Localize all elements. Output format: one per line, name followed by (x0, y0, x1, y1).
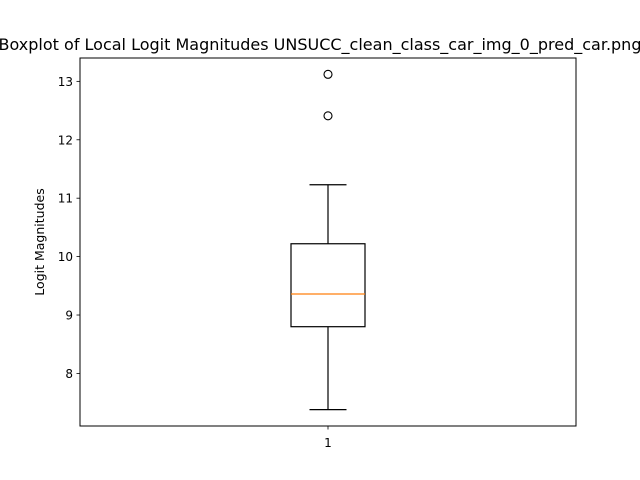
y-tick-label: 13 (58, 75, 73, 89)
y-tick-label: 8 (65, 367, 73, 381)
y-tick-label: 10 (58, 250, 73, 264)
y-tick-label: 9 (65, 309, 73, 323)
y-tick-label: 12 (58, 133, 73, 147)
x-axis: 1 (324, 426, 332, 450)
box-group (290, 69, 366, 411)
outlier-point (323, 69, 333, 79)
x-tick-label: 1 (324, 436, 332, 450)
y-axis-label: Logit Magnitudes (32, 188, 47, 295)
chart-title: Boxplot of Local Logit Magnitudes UNSUCC… (0, 35, 640, 55)
iqr-box (290, 243, 366, 328)
outlier-point (323, 111, 333, 121)
y-axis: 8 9 10 11 12 13 (58, 75, 80, 381)
y-tick-label: 11 (58, 192, 73, 206)
